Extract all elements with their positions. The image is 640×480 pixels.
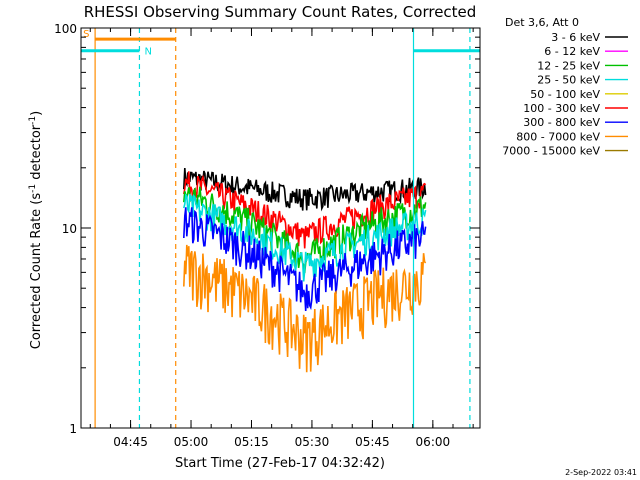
legend-label-3: 25 - 50 keV: [537, 74, 600, 87]
legend-label-2: 12 - 25 keV: [537, 59, 600, 72]
x-tick-label-3: 05:30: [295, 435, 330, 449]
legend-label-4: 50 - 100 keV: [530, 88, 600, 101]
x-tick-label-1: 05:00: [174, 435, 209, 449]
legend-label-8: 7000 - 15000 keV: [502, 145, 600, 158]
x-tick-label-2: 05:15: [234, 435, 269, 449]
y-axis-label: Corrected Count Rate (s-1 detector-1): [28, 111, 44, 349]
flag-label-1: N: [144, 47, 151, 58]
axes-layer: 1 10 100 04:45 05:00 05:15 05:30 05:45 06:00: [54, 22, 480, 449]
x-tick-label-4: 05:45: [355, 435, 390, 449]
generation-date: 2-Sep-2022 03:41: [565, 468, 637, 477]
plot-layer: SN: [81, 28, 480, 428]
series-line-0: [183, 167, 427, 212]
y-tick-label-2: 100: [54, 22, 77, 36]
legend-label-7: 800 - 7000 keV: [516, 130, 600, 143]
series-line-4: [183, 207, 427, 312]
x-tick-label-0: 04:45: [113, 435, 148, 449]
y-tick-label-0: 1: [69, 422, 77, 436]
y-tick-label-1: 10: [62, 222, 77, 236]
legend-label-0: 3 - 6 keV: [551, 31, 600, 44]
legend-header: Det 3,6, Att 0: [505, 16, 579, 29]
chart-title: RHESSI Observing Summary Count Rates, Co…: [84, 3, 477, 21]
series-line-5: [183, 244, 427, 373]
legend-label-6: 300 - 800 keV: [523, 116, 600, 129]
legend-label-1: 6 - 12 keV: [544, 45, 600, 58]
x-tick-label-5: 06:00: [416, 435, 451, 449]
legend-label-5: 100 - 300 keV: [523, 102, 600, 115]
x-axis-label: Start Time (27-Feb-17 04:32:42): [175, 456, 385, 471]
flag-label-0: S: [83, 29, 89, 40]
